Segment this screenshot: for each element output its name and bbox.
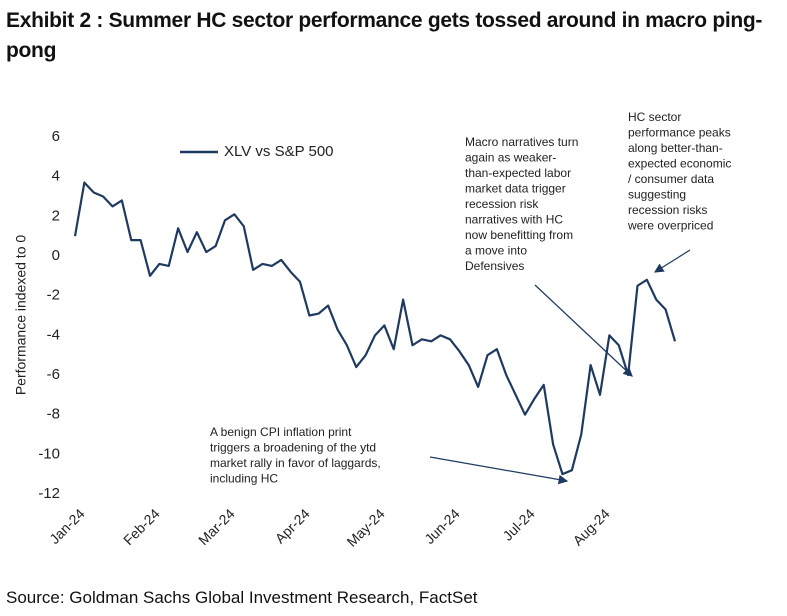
annotation: along better-than- [628,141,723,155]
annotation: recession risk [465,197,539,211]
y-tick-label: -4 [47,326,60,343]
annotation: were overpriced [627,219,713,233]
y-tick-label: -10 [38,445,60,462]
x-tick-label: May-24 [343,505,387,549]
annotation: / consumer data [628,172,714,186]
y-tick-label: -12 [38,485,60,502]
arrow [429,456,569,485]
y-tick-label: -2 [47,287,60,304]
legend-label: XLV vs S&P 500 [224,143,334,160]
annotation: a move into [465,244,527,258]
y-tick-label: 0 [52,247,60,264]
annotation: suggesting [628,188,686,202]
annotation: A benign CPI inflation print [210,425,352,439]
y-tick-label: 4 [52,168,60,185]
source: Source: Goldman Sachs Global Investment … [6,588,478,607]
annotation: triggers a broadening of the ytd [210,441,376,455]
x-tick-label: Jul-24 [499,505,537,543]
x-tick-label: Mar-24 [195,505,238,548]
y-axis-label: Performance indexed to 0 [13,235,29,396]
annotation: Macro narratives turn [465,135,578,149]
annotation: market rally in favor of laggards, [210,456,381,470]
annotation: market data trigger [465,182,566,196]
y-tick-label: -6 [47,366,60,383]
annotation: than-expected labor [465,166,571,180]
annotation: HC sector [628,110,681,124]
annotation: narratives with HC [465,213,563,227]
line-series [73,181,677,476]
y-tick-label: -8 [47,406,60,423]
annotation: including HC [210,472,278,486]
annotation: expected economic [628,157,731,171]
x-tick-label: Aug-24 [569,505,612,548]
arrow [534,284,633,377]
annotation: again as weaker- [465,151,556,165]
annotation: now benefitting from [465,228,573,242]
annotation: recession risks [628,203,707,217]
annotation: performance peaks [628,126,731,140]
x-tick-label: Apr-24 [272,505,313,546]
x-tick-label: Feb-24 [120,505,163,548]
chart-title: Exhibit 2 : Summer HC sector performance… [6,9,763,62]
y-tick-label: 6 [52,128,60,145]
annotation: Defensives [465,259,524,273]
x-tick-label: Jun-24 [421,505,463,547]
x-tick-label: Jan-24 [46,505,88,547]
arrow [653,249,691,273]
y-tick-label: 2 [52,207,60,224]
